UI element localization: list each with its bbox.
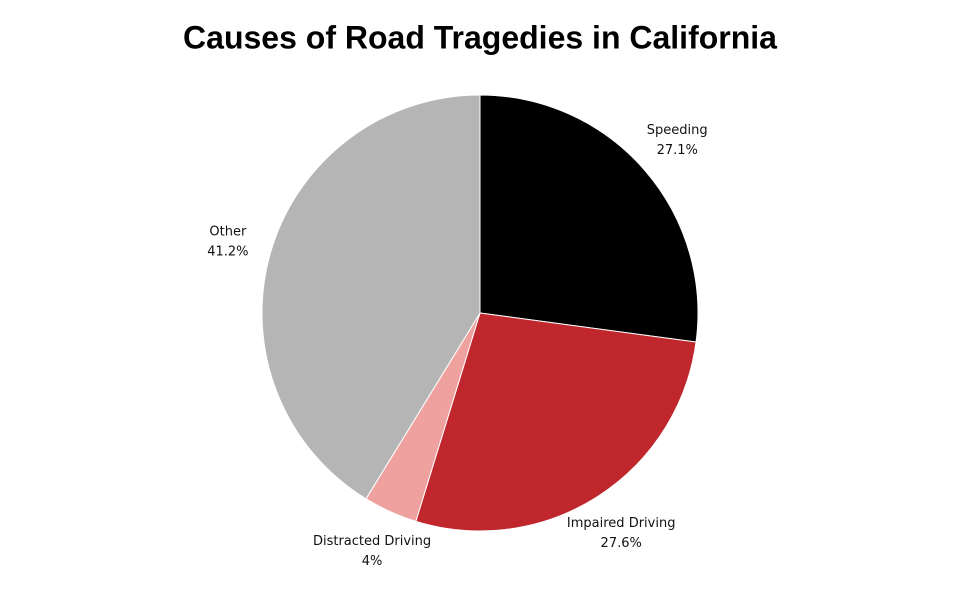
slice-value-label: 41.2% — [207, 244, 248, 259]
chart-title: Causes of Road Tragedies in California — [183, 19, 777, 55]
slice-value-label: 4% — [362, 554, 383, 569]
slice-label: Impaired Driving — [567, 516, 676, 531]
slice-value-label: 27.1% — [657, 143, 698, 158]
pie-slice — [415, 312, 697, 532]
slice-value-label: 27.6% — [601, 536, 642, 551]
slice-label: Speeding — [647, 123, 708, 138]
pie-slice — [479, 94, 699, 343]
slice-label: Other — [209, 224, 247, 239]
slice-label: Distracted Driving — [313, 534, 431, 549]
pie-slice — [261, 94, 481, 500]
